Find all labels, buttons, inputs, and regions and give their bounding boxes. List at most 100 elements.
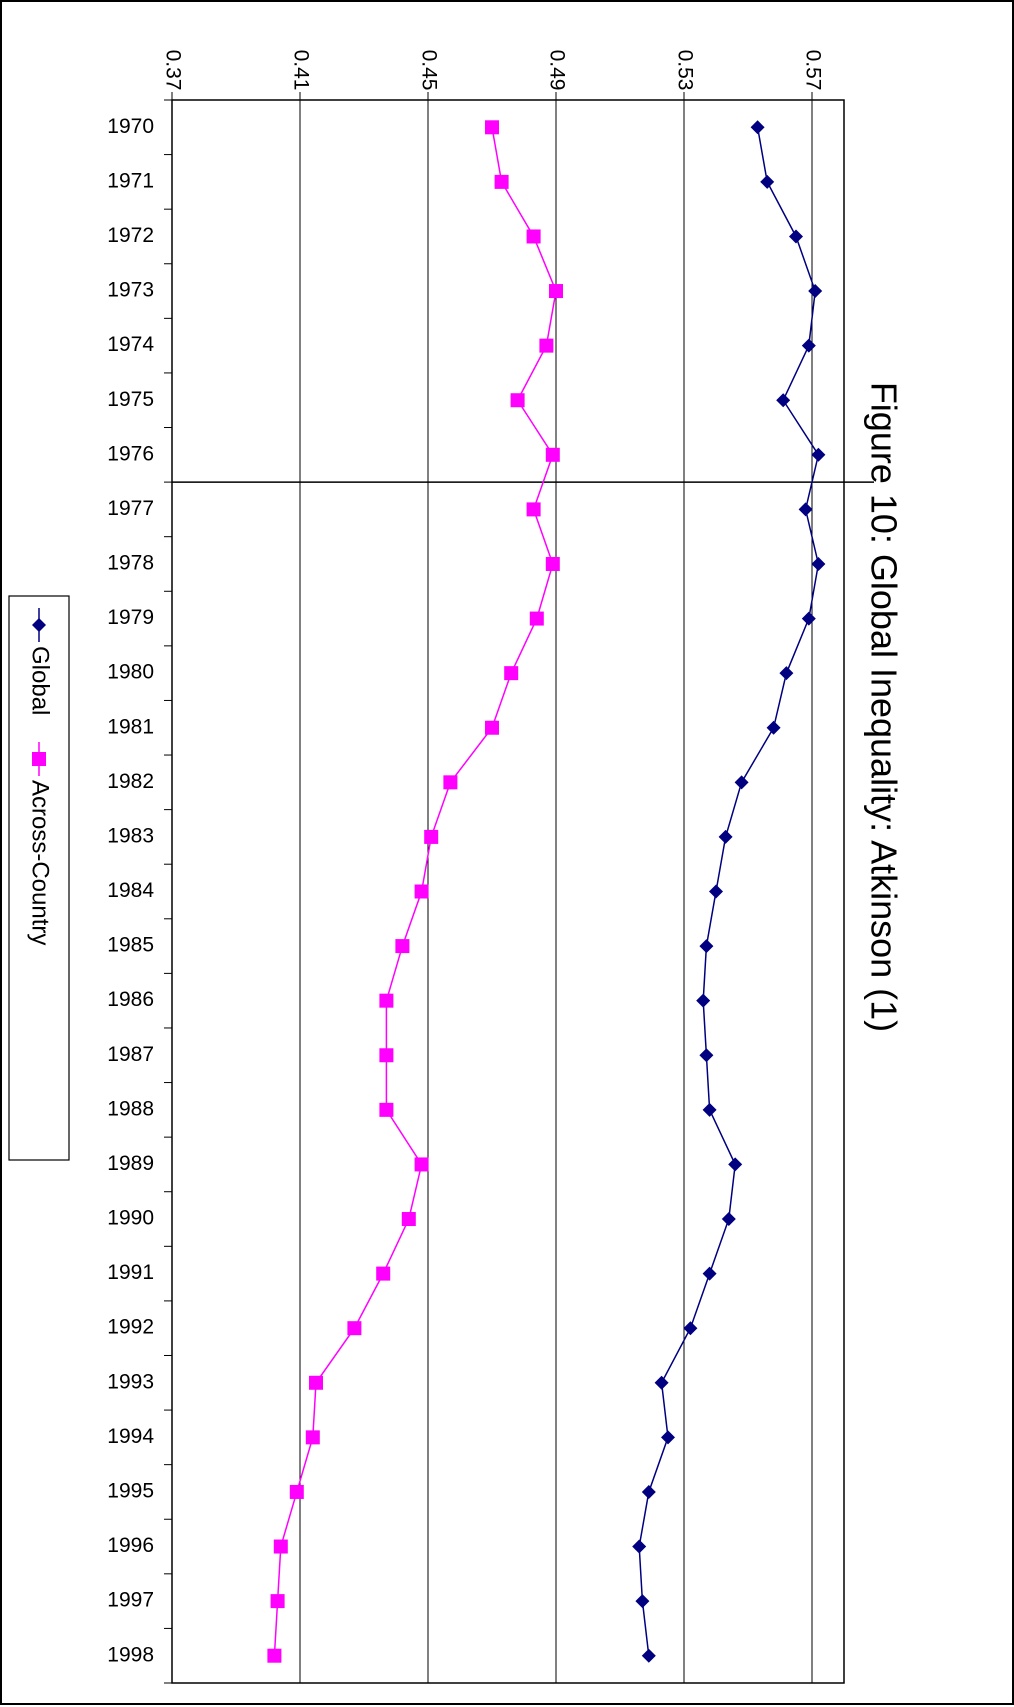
legend-label: Global [27,646,54,715]
chart-title: Figure 10: Global Inequality: Atkinson (… [863,382,904,1032]
category-label: 1976 [107,442,154,465]
category-label: 1974 [107,333,154,356]
category-label: 1979 [107,606,154,629]
data-point-square [379,1102,394,1117]
data-point-diamond [709,884,723,899]
category-label: 1985 [107,934,154,957]
data-point-diamond [798,502,813,517]
data-point-square [545,447,560,462]
data-point-diamond [811,447,826,462]
category-label: 1990 [107,1207,154,1230]
data-point-diamond [699,1048,714,1063]
data-point-square [305,1430,320,1445]
category-label: 1988 [107,1097,154,1120]
category-label: 1998 [107,1643,154,1666]
data-point-square [379,1048,394,1063]
data-point-diamond [702,1266,717,1281]
data-point-diamond [811,556,826,571]
data-point-square [545,556,560,571]
category-label: 1984 [107,879,154,902]
data-point-square [510,393,525,408]
data-point-diamond [750,120,765,135]
data-point-diamond [661,1430,675,1445]
data-point-diamond [696,993,711,1008]
legend-marker-diamond [32,618,46,632]
category-label: 1970 [107,115,154,138]
category-label: 1978 [107,552,154,575]
data-point-square [414,1157,429,1172]
category-label: 1996 [107,1534,154,1557]
data-point-square [494,174,509,189]
data-point-square [529,611,544,626]
category-label: 1982 [107,770,154,793]
data-point-square [485,720,499,735]
data-point-diamond [699,939,714,954]
data-point-diamond [801,338,816,353]
data-point-square [376,1266,391,1281]
data-point-square [309,1375,323,1390]
data-point-diamond [728,1157,743,1172]
data-point-diamond [734,775,749,790]
data-point-square [424,829,439,844]
value-tick-label: 0.57 [801,50,824,91]
category-label: 1986 [107,988,154,1011]
data-point-square [395,939,410,954]
category-label: 1975 [107,388,154,411]
category-label: 1973 [107,279,154,302]
data-point-square [549,284,563,299]
data-point-diamond [641,1484,656,1499]
data-point-diamond [718,829,733,844]
data-point-diamond [702,1102,717,1117]
data-point-square [347,1321,362,1336]
value-tick-label: 0.37 [161,50,184,91]
plot-area [171,99,845,1684]
category-label: 1989 [107,1152,154,1175]
legend-label: Across-Country [27,780,54,945]
legend-box [8,595,70,1161]
data-point-diamond [766,720,781,735]
data-point-diamond [641,1648,656,1663]
data-point-diamond [654,1375,669,1390]
data-point-diamond [776,393,791,408]
category-label: 1992 [107,1316,154,1339]
data-point-square [443,775,458,790]
category-label: 1995 [107,1479,154,1502]
data-point-square [270,1594,285,1609]
data-point-diamond [789,229,803,244]
data-point-square [526,229,541,244]
data-point-diamond [808,284,823,299]
data-point-square [504,666,519,681]
category-label: 1972 [107,224,154,247]
category-label: 1983 [107,824,154,847]
data-point-square [289,1484,304,1499]
category-label: 1971 [107,169,154,192]
value-tick-label: 0.49 [545,50,568,91]
data-point-diamond [683,1321,698,1336]
category-label: 1991 [107,1261,154,1284]
value-tick-label: 0.53 [673,50,696,91]
data-point-square [414,884,429,899]
legend: Global Across-Country [8,595,70,1161]
data-point-diamond [635,1594,650,1609]
data-point-diamond [721,1212,736,1227]
data-point-square [526,502,541,517]
data-point-square [401,1212,416,1227]
category-label: 1994 [107,1425,154,1448]
data-point-square [379,993,394,1008]
legend-marker-square [32,752,46,766]
series-line-0 [638,127,820,1656]
data-point-diamond [632,1539,647,1554]
category-label: 1977 [107,497,154,520]
category-label: 1981 [107,715,154,738]
data-point-square [539,338,554,353]
data-point-diamond [779,666,794,681]
category-label: 1993 [107,1370,154,1393]
value-tick-label: 0.41 [289,50,312,91]
data-point-square [267,1648,282,1663]
data-point-square [485,120,499,135]
data-point-diamond [760,174,775,189]
category-label: 1997 [107,1589,154,1612]
data-point-diamond [801,611,816,626]
